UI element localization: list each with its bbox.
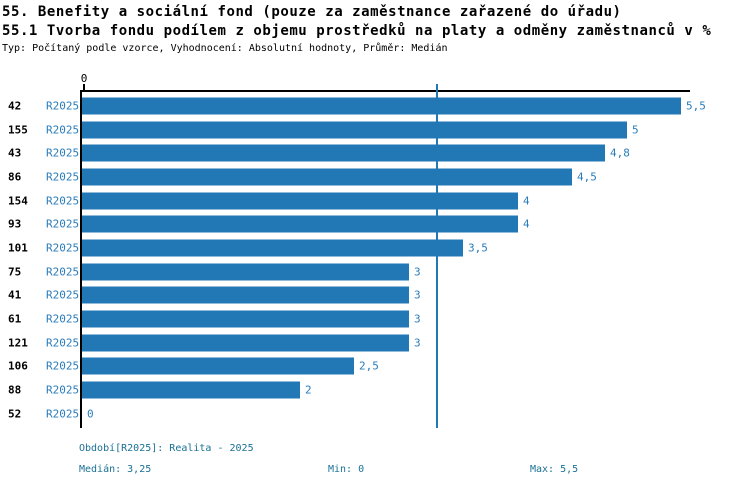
- value-bar: [82, 357, 354, 375]
- chart-row: 42 R2025 5,5: [0, 94, 750, 118]
- value-bar: [82, 168, 572, 186]
- row-period-label: R2025: [46, 170, 80, 184]
- bar-value-label: 2: [305, 383, 312, 397]
- bar-value-label: 4,8: [610, 146, 630, 160]
- value-bar: [82, 286, 409, 304]
- value-bar: [82, 192, 518, 210]
- row-period-label: R2025: [46, 359, 80, 373]
- bar-value-label: 4,5: [577, 170, 597, 184]
- chart-row: 86 R2025 4,5: [0, 165, 750, 189]
- value-bar: [82, 144, 605, 162]
- chart-row: 121 R2025 3: [0, 331, 750, 355]
- bar-value-label: 3: [414, 288, 421, 302]
- bar-value-label: 5: [632, 123, 639, 137]
- chart-title: 55. Benefity a sociální fond (pouze za z…: [2, 4, 622, 20]
- row-id-label: 52: [8, 407, 22, 421]
- chart-row: 52 R2025 0: [0, 402, 750, 426]
- bar-value-label: 4: [523, 217, 530, 231]
- row-id-label: 75: [8, 265, 22, 279]
- row-period-label: R2025: [46, 194, 80, 208]
- chart-row: 88 R2025 2: [0, 378, 750, 402]
- bar-value-label: 3: [414, 336, 421, 350]
- chart-row: 61 R2025 3: [0, 307, 750, 331]
- row-id-label: 155: [8, 123, 28, 137]
- row-id-label: 88: [8, 383, 22, 397]
- chart-row: 154 R2025 4: [0, 189, 750, 213]
- row-period-label: R2025: [46, 123, 80, 137]
- row-period-label: R2025: [46, 146, 80, 160]
- row-period-label: R2025: [46, 217, 80, 231]
- chart-row: 75 R2025 3: [0, 260, 750, 284]
- x-axis-zero-tick-label: 0: [80, 72, 88, 85]
- chart-row: 43 R2025 4,8: [0, 141, 750, 165]
- chart-row: 41 R2025 3: [0, 284, 750, 308]
- y-axis-line: [80, 90, 82, 428]
- value-bar: [82, 381, 300, 399]
- value-bar: [82, 215, 518, 233]
- value-bar: [82, 310, 409, 328]
- row-id-label: 61: [8, 312, 22, 326]
- chart-row: 101 R2025 3,5: [0, 236, 750, 260]
- x-axis-zero-tick-mark: [83, 84, 85, 91]
- value-bar: [82, 334, 409, 352]
- row-id-label: 93: [8, 217, 22, 231]
- row-id-label: 43: [8, 146, 22, 160]
- bar-value-label: 0: [87, 407, 94, 421]
- row-period-label: R2025: [46, 288, 80, 302]
- x-axis-line: [81, 90, 690, 92]
- value-bar: [82, 239, 463, 257]
- bar-value-label: 5,5: [686, 99, 706, 113]
- bar-value-label: 4: [523, 194, 530, 208]
- row-period-label: R2025: [46, 336, 80, 350]
- bar-value-label: 2,5: [359, 359, 379, 373]
- row-id-label: 154: [8, 194, 28, 208]
- chart-subtitle: 55.1 Tvorba fondu podílem z objemu prost…: [2, 23, 712, 39]
- footer-min-stat: Min: 0: [328, 464, 365, 475]
- footer-median-stat: Medián: 3,25: [79, 464, 152, 475]
- row-id-label: 121: [8, 336, 28, 350]
- chart-rows: 42 R2025 5,5 155 R2025 5 43 R2025 4,8 86 R2025 4,5 1…: [0, 94, 750, 426]
- footer-period-legend: Období[R2025]: Realita - 2025: [79, 443, 254, 454]
- row-id-label: 106: [8, 359, 28, 373]
- row-period-label: R2025: [46, 407, 80, 421]
- bar-value-label: 3,5: [468, 241, 488, 255]
- row-id-label: 86: [8, 170, 22, 184]
- value-bar: [82, 121, 627, 139]
- row-id-label: 42: [8, 99, 22, 113]
- chart-row: 93 R2025 4: [0, 212, 750, 236]
- chart-meta-line: Typ: Počítaný podle vzorce, Vyhodnocení:…: [2, 43, 448, 54]
- row-period-label: R2025: [46, 265, 80, 279]
- row-period-label: R2025: [46, 383, 80, 397]
- chart-row: 106 R2025 2,5: [0, 355, 750, 379]
- value-bar: [82, 263, 409, 281]
- row-id-label: 101: [8, 241, 28, 255]
- chart-row: 155 R2025 5: [0, 118, 750, 142]
- bar-value-label: 3: [414, 265, 421, 279]
- row-period-label: R2025: [46, 99, 80, 113]
- value-bar: [82, 97, 681, 115]
- footer-max-stat: Max: 5,5: [530, 464, 579, 475]
- bar-value-label: 3: [414, 312, 421, 326]
- row-id-label: 41: [8, 288, 22, 302]
- row-period-label: R2025: [46, 312, 80, 326]
- row-period-label: R2025: [46, 241, 80, 255]
